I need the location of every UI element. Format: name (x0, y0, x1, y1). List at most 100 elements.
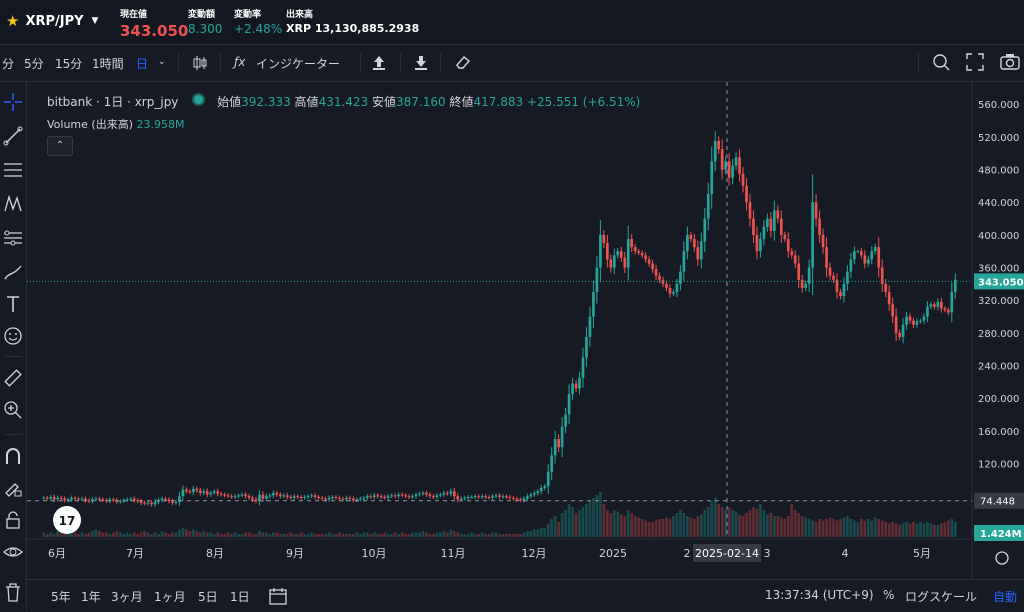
fib-retracement-icon[interactable] (3, 160, 23, 180)
candle-body (786, 238, 790, 252)
candle-body (950, 292, 954, 313)
candle-body (470, 496, 474, 498)
candle-body (136, 500, 140, 502)
candle-body (164, 498, 167, 500)
candle-body (811, 202, 814, 268)
volume-bar (703, 510, 707, 537)
divider (4, 434, 22, 435)
volume-bar (240, 534, 244, 537)
tf-day[interactable]: 日 (136, 57, 149, 71)
candle-body (793, 255, 797, 264)
brush-icon[interactable] (3, 262, 23, 282)
low-value: 387.160 (396, 95, 446, 109)
auto-scale-toggle[interactable]: 自動 (993, 590, 1018, 604)
volume-bar (247, 532, 251, 537)
candle-body (230, 496, 233, 498)
candle-body (612, 255, 616, 268)
candle-body (686, 234, 689, 252)
candle-body (567, 394, 571, 415)
quick-search-icon[interactable] (932, 53, 950, 71)
pattern-icon[interactable] (3, 194, 23, 214)
volume-bar (724, 510, 727, 537)
candle-body (77, 498, 80, 500)
camera-icon[interactable] (1000, 53, 1020, 71)
candle-body (825, 247, 828, 268)
candle-body (731, 165, 734, 178)
volume-bar (362, 532, 366, 537)
volume-bar (717, 504, 721, 537)
range-1m[interactable]: 1ヶ月 (154, 590, 186, 604)
volume-bar (665, 517, 668, 537)
magnet-icon[interactable] (3, 446, 23, 466)
text-icon[interactable] (3, 294, 23, 314)
volume-bar (773, 516, 776, 537)
current-price: 343.050 (120, 22, 189, 40)
fx-icon[interactable]: ƒx (234, 55, 246, 69)
candle-body (898, 332, 901, 337)
volume-bar (494, 532, 498, 537)
candle-style-icon[interactable] (192, 54, 208, 72)
range-5d[interactable]: 5日 (198, 590, 218, 604)
fullscreen-icon[interactable] (966, 53, 984, 71)
range-3m[interactable]: 3ヶ月 (111, 590, 143, 604)
collapse-legend-button[interactable]: ⌃ (47, 136, 73, 156)
candle-body (132, 498, 136, 501)
candle-body (49, 496, 53, 499)
volume-bar (198, 532, 202, 537)
candle-body (414, 494, 418, 497)
date-range-icon[interactable] (269, 587, 287, 605)
x-tick-label: 2 (684, 547, 691, 560)
tf-5min[interactable]: 5分 (24, 57, 44, 71)
favorite-star-icon[interactable]: ★ (6, 12, 20, 30)
range-1d[interactable]: 1日 (230, 590, 250, 604)
upload-icon[interactable] (372, 55, 386, 71)
tf-15min[interactable]: 15分 (55, 57, 83, 71)
price-chart[interactable]: 560.000 520.000 480.000 440.000 400.000 360.0… (27, 82, 1024, 579)
eraser-icon[interactable] (455, 55, 471, 69)
crosshair-icon[interactable] (3, 92, 23, 112)
candle-body (459, 498, 463, 500)
volume-bar (699, 514, 703, 537)
volume-bar (487, 534, 491, 537)
ruler-icon[interactable] (3, 368, 23, 388)
download-icon[interactable] (414, 55, 428, 71)
zoom-in-icon[interactable] (3, 400, 23, 420)
candle-body (369, 496, 373, 498)
trash-icon[interactable] (3, 582, 23, 602)
lock-drawings-icon[interactable] (3, 478, 23, 498)
volume-bar (355, 532, 359, 537)
candle-body (783, 234, 787, 239)
range-5y[interactable]: 5年 (51, 590, 71, 604)
volume-bar (835, 520, 839, 537)
tf-minute[interactable]: 分 (2, 57, 15, 71)
candle-body (675, 283, 679, 293)
emoji-icon[interactable] (3, 326, 23, 346)
log-scale-toggle[interactable]: ログスケール (905, 590, 978, 604)
lock-icon[interactable] (3, 510, 23, 530)
volume-bar (299, 532, 303, 537)
candle-body (282, 495, 286, 497)
projection-icon[interactable] (3, 228, 23, 248)
symbol-selector[interactable]: ★ XRP/JPY ▼ (6, 12, 98, 30)
indicators-button[interactable]: インジケーター (256, 57, 341, 71)
candle-body (717, 140, 721, 150)
volume-bar (873, 517, 877, 537)
candle-body (358, 498, 362, 500)
percent-toggle[interactable]: % (883, 588, 895, 602)
eye-icon[interactable] (3, 542, 23, 562)
candle-body (247, 496, 251, 498)
tf-1hour[interactable]: 1時間 (92, 57, 124, 71)
volume-bar (946, 520, 950, 537)
range-1y[interactable]: 1年 (81, 590, 101, 604)
volume-bar (905, 522, 908, 537)
volume-bar (369, 534, 373, 537)
tf-dropdown-icon[interactable]: ⌄ (158, 57, 166, 67)
clock-time[interactable]: 13:37:34 (UTC+9) (765, 588, 874, 602)
candle-body (265, 496, 268, 499)
candle-body (619, 251, 623, 258)
volume-bar (390, 534, 393, 537)
volume-bar (352, 534, 355, 537)
candle-body (877, 247, 881, 268)
volume-bar (282, 534, 286, 537)
trendline-icon[interactable] (3, 126, 23, 146)
